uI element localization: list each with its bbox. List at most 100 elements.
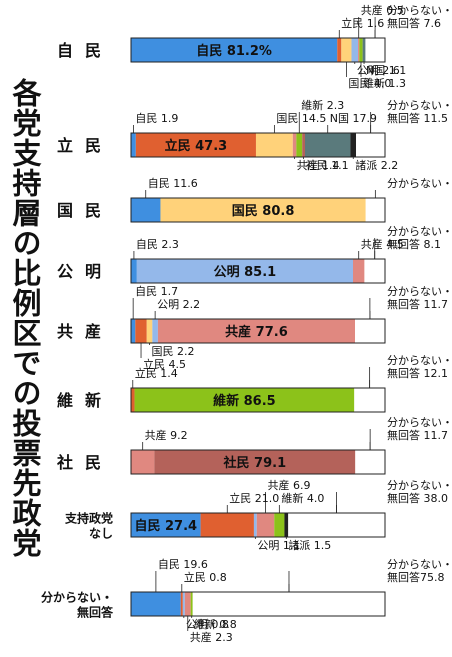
data-label: 自民 27.4	[134, 518, 197, 534]
bar-segment	[131, 450, 155, 474]
data-label: 共産 77.6	[225, 324, 288, 340]
data-label: 公明 0.8	[186, 618, 229, 631]
data-label: 維新 1.3	[363, 76, 406, 90]
bar-segment	[302, 133, 305, 157]
bar-segment	[131, 38, 338, 62]
bar-segment	[359, 38, 363, 62]
bar-segment	[184, 592, 191, 616]
data-label: 分からない・	[387, 479, 452, 492]
data-label: 公明 85.1	[214, 265, 277, 280]
bar-segment	[190, 592, 193, 616]
bar-segment	[284, 513, 289, 537]
data-label: 維新 86.5	[213, 393, 276, 409]
bar-segment	[131, 133, 136, 157]
data-label: 共産 2.3	[190, 631, 233, 644]
data-label: 共産 9.2	[145, 429, 188, 442]
data-label: 国民 14.5	[276, 112, 326, 125]
data-label: 立民 4.5	[143, 357, 186, 371]
data-label: 無回答 38.0	[387, 491, 448, 505]
category-label: 国民	[57, 201, 113, 220]
bar-segment	[152, 319, 158, 343]
bar-segment	[157, 319, 356, 343]
bar-segment	[135, 319, 147, 343]
data-label: 分からない・	[387, 416, 452, 429]
data-label: 共産 6.9	[267, 479, 310, 492]
data-label: 分からない・	[387, 225, 452, 238]
data-label: 立民 1.4	[135, 366, 178, 380]
category-label: 支持政党	[64, 511, 113, 526]
bar-segment	[355, 450, 385, 474]
bar-outline	[130, 132, 386, 158]
bar-segment	[337, 38, 342, 62]
data-label: 自民 1.7	[135, 285, 178, 298]
category-label: 共産	[57, 322, 113, 341]
data-label: 共産 1.4	[297, 159, 340, 172]
category-label: 立民	[57, 136, 113, 155]
bar-segment	[180, 592, 183, 616]
data-label: 分からない・	[387, 354, 452, 367]
category-label: 公明	[57, 262, 113, 281]
bar-segment	[296, 133, 303, 157]
data-label: 分からない・	[387, 99, 452, 112]
bar-outline	[130, 197, 386, 223]
bar-outline	[130, 591, 386, 617]
bar-segment	[364, 259, 385, 283]
bar-outline	[130, 512, 386, 538]
bar-segment	[288, 513, 385, 537]
bar-segment	[362, 38, 366, 62]
data-label: 自民 19.6	[158, 558, 208, 571]
data-label: 分からない・無回答 7.6	[387, 176, 452, 190]
data-label: 無回答 8.1	[387, 237, 441, 251]
category-label: 自民	[57, 41, 113, 60]
data-label: 国民 2.2	[152, 345, 195, 358]
category-label: なし	[89, 527, 113, 541]
bar-segment	[365, 38, 385, 62]
category-label: 分からない・	[41, 590, 113, 605]
data-label: 国民 80.8	[232, 204, 295, 219]
data-label: 無回答 11.7	[387, 297, 448, 311]
bar-outline	[130, 318, 386, 344]
data-label: 立民 21.0	[229, 491, 279, 505]
bar-segment	[350, 133, 357, 157]
bar-segment	[200, 513, 254, 537]
data-label: 分からない・	[387, 4, 452, 17]
bar-segment	[356, 133, 386, 157]
bar-segment	[274, 513, 285, 537]
category-label: 維新	[57, 391, 113, 410]
category-label: 無回答	[77, 605, 114, 620]
bar-segment	[182, 592, 185, 616]
bar-segment	[131, 513, 201, 537]
bar-segment	[160, 198, 366, 222]
data-label: 自民 81.2%	[196, 43, 272, 59]
bar-segment	[355, 319, 385, 343]
bar-outline	[130, 449, 386, 475]
bar-segment	[131, 388, 135, 412]
bar-segment	[134, 388, 355, 412]
data-label: 立民 47.3	[165, 138, 228, 154]
data-label: 公明 1.1	[257, 539, 300, 552]
bar-segment	[131, 259, 137, 283]
bar-segment	[131, 592, 181, 616]
bar-segment	[131, 198, 161, 222]
bar-segment	[341, 38, 352, 62]
bar-segment	[292, 133, 297, 157]
bar-segment	[136, 259, 353, 283]
data-label: 自民 1.9	[135, 112, 178, 125]
bar-outline	[130, 258, 386, 284]
data-label: 公明 2.6	[357, 64, 400, 77]
category-label: 社民	[56, 453, 113, 472]
bar-segment	[256, 513, 275, 537]
bar-outline	[130, 37, 386, 63]
data-label: 社民 1.1	[306, 158, 349, 172]
data-label: 公明 2.2	[157, 298, 200, 311]
chart-title: 各党支持層の比例区での投票先政党	[8, 78, 42, 558]
data-label: 立民 1.6	[341, 16, 384, 30]
data-label: 共産 0.5	[361, 4, 404, 17]
bar-segment	[352, 259, 365, 283]
data-label: 諸派 1.5	[288, 538, 331, 552]
data-label: 共産 4.5	[361, 238, 404, 251]
bar-segment	[192, 592, 386, 616]
data-label: 無回答 11.7	[387, 428, 448, 442]
bar-segment	[255, 133, 293, 157]
